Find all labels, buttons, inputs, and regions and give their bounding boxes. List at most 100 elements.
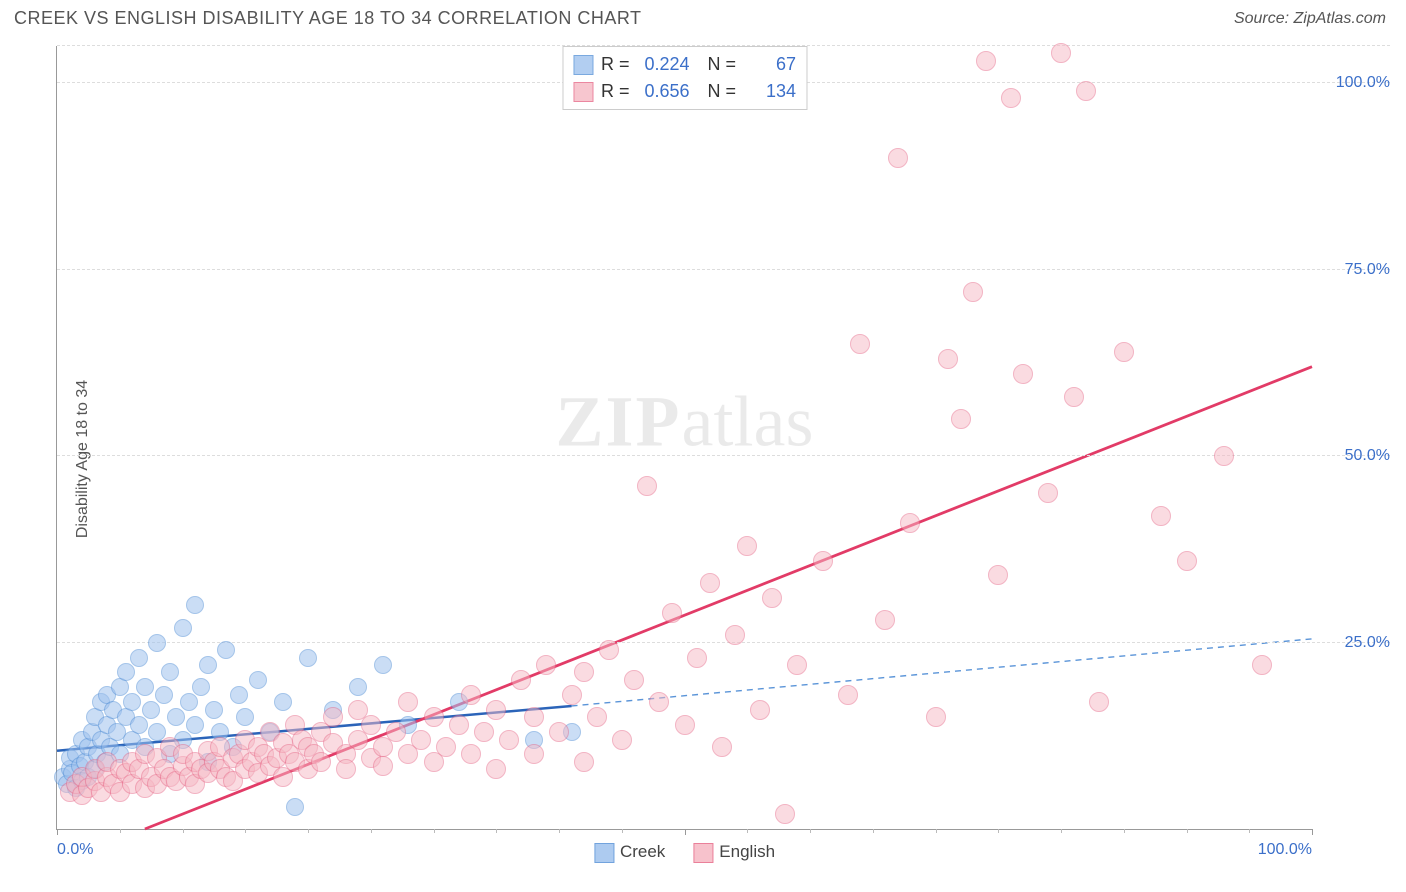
data-point (1038, 483, 1058, 503)
data-point (1214, 446, 1234, 466)
legend-swatch (693, 843, 713, 863)
x-tick-minor (183, 829, 184, 833)
data-point (1051, 43, 1071, 63)
x-tick-minor (873, 829, 874, 833)
data-point (217, 641, 235, 659)
data-point (461, 685, 481, 705)
data-point (474, 722, 494, 742)
x-tick-minor (1061, 829, 1062, 833)
data-point (1013, 364, 1033, 384)
data-point (286, 798, 304, 816)
legend-row: R =0.656 N =134 (573, 78, 796, 105)
data-point (136, 678, 154, 696)
data-point (311, 752, 331, 772)
data-point (888, 148, 908, 168)
data-point (938, 349, 958, 369)
legend-swatch (594, 843, 614, 863)
data-point (587, 707, 607, 727)
watermark: ZIPatlas (556, 380, 814, 463)
data-point (148, 634, 166, 652)
x-tick-minor (496, 829, 497, 833)
gridline (57, 455, 1390, 456)
data-point (117, 663, 135, 681)
data-point (787, 655, 807, 675)
data-point (142, 701, 160, 719)
legend-label: English (719, 842, 775, 861)
legend-n-value: 67 (744, 51, 796, 78)
x-tick-minor (1187, 829, 1188, 833)
x-tick-minor (1124, 829, 1125, 833)
data-point (612, 730, 632, 750)
x-tick-minor (434, 829, 435, 833)
correlation-legend: R =0.224 N =67R =0.656 N =134 (562, 46, 807, 110)
legend-r-label: R = (601, 51, 630, 78)
data-point (486, 700, 506, 720)
gridline (57, 269, 1390, 270)
legend-n-label: N = (698, 51, 737, 78)
x-tick-label: 100.0% (1258, 841, 1312, 859)
data-point (499, 730, 519, 750)
x-tick (685, 829, 686, 835)
x-tick-minor (371, 829, 372, 833)
x-tick-minor (747, 829, 748, 833)
x-tick-minor (622, 829, 623, 833)
data-point (167, 708, 185, 726)
watermark-atlas: atlas (682, 381, 814, 461)
watermark-zip: ZIP (556, 381, 682, 461)
data-point (574, 752, 594, 772)
data-point (963, 282, 983, 302)
data-point (524, 744, 544, 764)
data-point (574, 662, 594, 682)
data-point (249, 671, 267, 689)
data-point (374, 656, 392, 674)
legend-r-label: R = (601, 78, 630, 105)
legend-swatch (573, 82, 593, 102)
y-tick-label: 25.0% (1320, 634, 1390, 652)
data-point (511, 670, 531, 690)
data-point (725, 625, 745, 645)
data-point (838, 685, 858, 705)
data-point (675, 715, 695, 735)
data-point (687, 648, 707, 668)
x-tick-minor (998, 829, 999, 833)
data-point (926, 707, 946, 727)
x-tick-minor (559, 829, 560, 833)
data-point (424, 707, 444, 727)
data-point (662, 603, 682, 623)
data-point (1252, 655, 1272, 675)
chart-container: Disability Age 18 to 34 ZIPatlas R =0.22… (14, 40, 1392, 878)
data-point (813, 551, 833, 571)
data-point (649, 692, 669, 712)
data-point (436, 737, 456, 757)
x-tick (1312, 829, 1313, 835)
data-point (336, 759, 356, 779)
y-tick-label: 50.0% (1320, 447, 1390, 465)
x-tick-minor (810, 829, 811, 833)
data-point (130, 649, 148, 667)
plot-area: ZIPatlas R =0.224 N =67R =0.656 N =134 C… (56, 46, 1312, 830)
data-point (1177, 551, 1197, 571)
data-point (599, 640, 619, 660)
data-point (712, 737, 732, 757)
data-point (524, 707, 544, 727)
data-point (536, 655, 556, 675)
data-point (562, 685, 582, 705)
chart-title: CREEK VS ENGLISH DISABILITY AGE 18 TO 34… (14, 8, 642, 29)
data-point (461, 744, 481, 764)
x-tick-minor (1249, 829, 1250, 833)
legend-r-value: 0.656 (638, 78, 690, 105)
data-point (180, 693, 198, 711)
x-tick (57, 829, 58, 835)
data-point (230, 686, 248, 704)
data-point (411, 730, 431, 750)
data-point (130, 716, 148, 734)
y-tick-label: 75.0% (1320, 261, 1390, 279)
data-point (549, 722, 569, 742)
data-point (700, 573, 720, 593)
legend-label: Creek (620, 842, 665, 861)
legend-r-value: 0.224 (638, 51, 690, 78)
data-point (951, 409, 971, 429)
x-tick-minor (308, 829, 309, 833)
data-point (123, 693, 141, 711)
data-point (1089, 692, 1109, 712)
